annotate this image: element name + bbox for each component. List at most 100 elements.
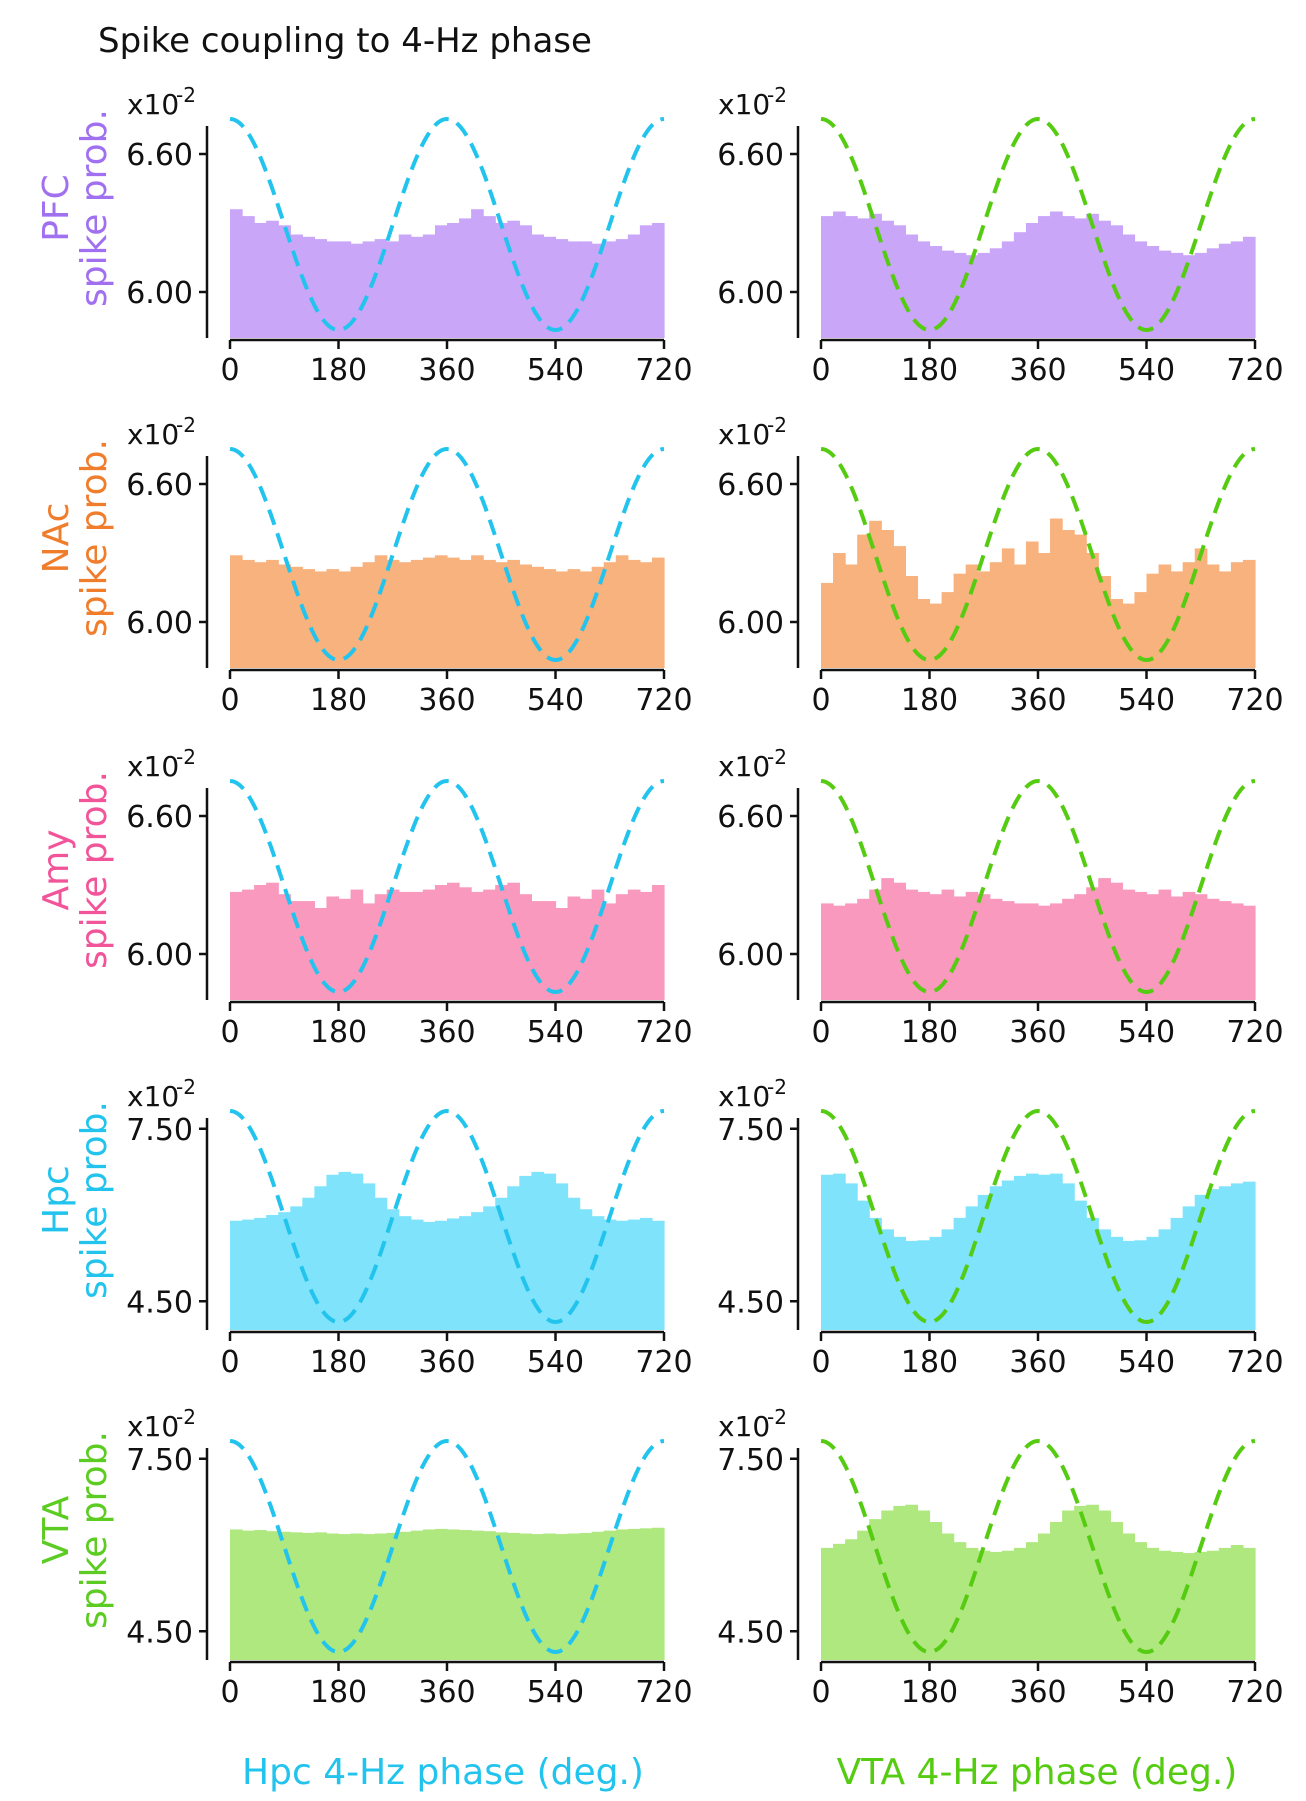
- x-tick-label: 540: [1118, 683, 1175, 718]
- bar-hpc-vta: [1194, 1194, 1208, 1331]
- bar-amy-hpc: [398, 891, 412, 1000]
- phase-cosine-nac-hpc: [229, 446, 665, 663]
- y-tick-label: 4.50: [126, 1285, 193, 1320]
- bar-vta-vta: [1086, 1504, 1099, 1660]
- ylabel-text-vta: spike prob.: [74, 1431, 115, 1629]
- bar-nac-vta: [1098, 576, 1111, 668]
- bar-nac-vta: [1230, 562, 1244, 668]
- bar-vta-hpc: [278, 1531, 291, 1660]
- bar-nac-vta: [989, 562, 1003, 668]
- exponent-label-pfc-hpc: x10: [127, 88, 179, 121]
- bar-vta-vta: [1182, 1553, 1196, 1660]
- y-tick-label: 7.50: [126, 1443, 193, 1478]
- bar-amy-hpc: [483, 889, 496, 1000]
- bar-pfc-hpc: [362, 241, 376, 338]
- x-tick-label: 720: [1226, 1675, 1283, 1710]
- x-tick-label: 720: [1226, 1015, 1283, 1050]
- y-tick-label: 7.50: [717, 1443, 784, 1478]
- exponent-label-pfc-vta: x10: [718, 88, 770, 121]
- bar-pfc-hpc: [615, 239, 629, 338]
- bar-amy-vta: [881, 878, 894, 1000]
- bar-amy-hpc: [495, 885, 508, 1000]
- bar-pfc-hpc: [266, 220, 279, 338]
- region-label-pfc: PFC: [36, 174, 77, 242]
- bar-pfc-vta: [881, 220, 894, 338]
- x-tick-label: 540: [1118, 1675, 1175, 1710]
- bar-hpc-hpc: [434, 1220, 448, 1330]
- y-tick-label: 6.00: [126, 606, 193, 641]
- bar-amy-hpc: [254, 885, 267, 1000]
- bar-hpc-hpc: [338, 1171, 352, 1331]
- bar-amy-vta: [833, 905, 846, 1000]
- bar-amy-hpc: [350, 889, 364, 1000]
- bar-nac-hpc: [459, 559, 472, 668]
- bar-vta-hpc: [362, 1534, 376, 1660]
- bar-nac-hpc: [651, 557, 665, 668]
- bar-vta-vta: [953, 1542, 967, 1661]
- bar-pfc-vta: [869, 213, 882, 338]
- bar-nac-hpc: [543, 569, 557, 668]
- bar-pfc-vta: [1038, 216, 1051, 338]
- bar-nac-vta: [1013, 564, 1027, 668]
- bar-vta-vta: [1146, 1547, 1160, 1661]
- bar-amy-vta: [1086, 887, 1099, 1000]
- x-tick-label: 540: [527, 1345, 584, 1380]
- bar-hpc-hpc: [254, 1217, 267, 1331]
- exponent-power-nac-vta: -2: [767, 413, 787, 437]
- bar-amy-hpc: [266, 882, 279, 1000]
- bar-nac-vta: [917, 599, 931, 668]
- x-tick-label: 540: [527, 1015, 584, 1050]
- bar-nac-hpc: [326, 569, 340, 668]
- bar-pfc-vta: [1025, 223, 1039, 338]
- bar-pfc-hpc: [314, 239, 328, 338]
- bar-nac-vta: [893, 546, 906, 668]
- bar-vta-hpc: [326, 1533, 340, 1660]
- bar-hpc-vta: [905, 1240, 919, 1331]
- bar-hpc-hpc: [242, 1219, 255, 1330]
- bar-nac-hpc: [398, 562, 412, 668]
- x-tick-label: 360: [418, 683, 475, 718]
- x-tick-label: 360: [1009, 1015, 1066, 1050]
- bar-nac-vta: [1134, 592, 1148, 668]
- bar-amy-hpc: [386, 889, 400, 1000]
- bar-pfc-vta: [1182, 255, 1196, 338]
- x-axis-label-vta-phase: VTA 4-Hz phase (deg.): [837, 1752, 1238, 1793]
- bar-pfc-hpc: [398, 234, 412, 338]
- x-tick-label: 180: [310, 353, 367, 388]
- bar-amy-hpc: [290, 901, 303, 1000]
- bar-vta-hpc: [398, 1531, 412, 1660]
- bar-pfc-hpc: [543, 236, 557, 338]
- panel-amy-hpc: 0 180 360 540 720 6.00 6.60 x10-2: [126, 745, 692, 1050]
- bar-pfc-vta: [1242, 236, 1256, 338]
- bar-amy-hpc: [326, 896, 340, 1000]
- region-label-vta: VTA: [36, 1495, 77, 1564]
- bar-amy-hpc: [603, 903, 617, 1000]
- phase-cosine-pfc-vta: [820, 116, 1256, 333]
- y-tick-label: 6.00: [717, 606, 784, 641]
- bar-nac-hpc: [627, 559, 641, 668]
- bar-vta-vta: [1194, 1551, 1208, 1660]
- bar-hpc-vta: [1013, 1175, 1027, 1330]
- ylabel-text-amy: spike prob.: [74, 771, 115, 969]
- bar-hpc-vta: [1170, 1217, 1184, 1331]
- bar-vta-vta: [1074, 1505, 1087, 1660]
- bar-amy-hpc: [374, 894, 388, 1000]
- bar-amy-vta: [1134, 891, 1148, 1000]
- x-tick-label: 540: [1118, 1345, 1175, 1380]
- bar-vta-vta: [1038, 1533, 1051, 1660]
- bar-vta-hpc: [495, 1532, 508, 1660]
- bar-pfc-hpc: [326, 241, 340, 338]
- bar-vta-hpc: [567, 1533, 581, 1660]
- bar-nac-hpc: [290, 566, 303, 668]
- bar-hpc-vta: [1206, 1189, 1220, 1331]
- bar-nac-hpc: [242, 559, 255, 668]
- bar-hpc-hpc: [350, 1173, 364, 1330]
- bar-nac-vta: [857, 534, 870, 668]
- bar-pfc-hpc: [410, 236, 424, 338]
- bar-hpc-hpc: [386, 1209, 400, 1330]
- bar-vta-hpc: [230, 1529, 243, 1660]
- bar-nac-hpc: [362, 562, 376, 668]
- y-tick-label: 7.50: [717, 1113, 784, 1148]
- bar-hpc-hpc: [651, 1220, 665, 1330]
